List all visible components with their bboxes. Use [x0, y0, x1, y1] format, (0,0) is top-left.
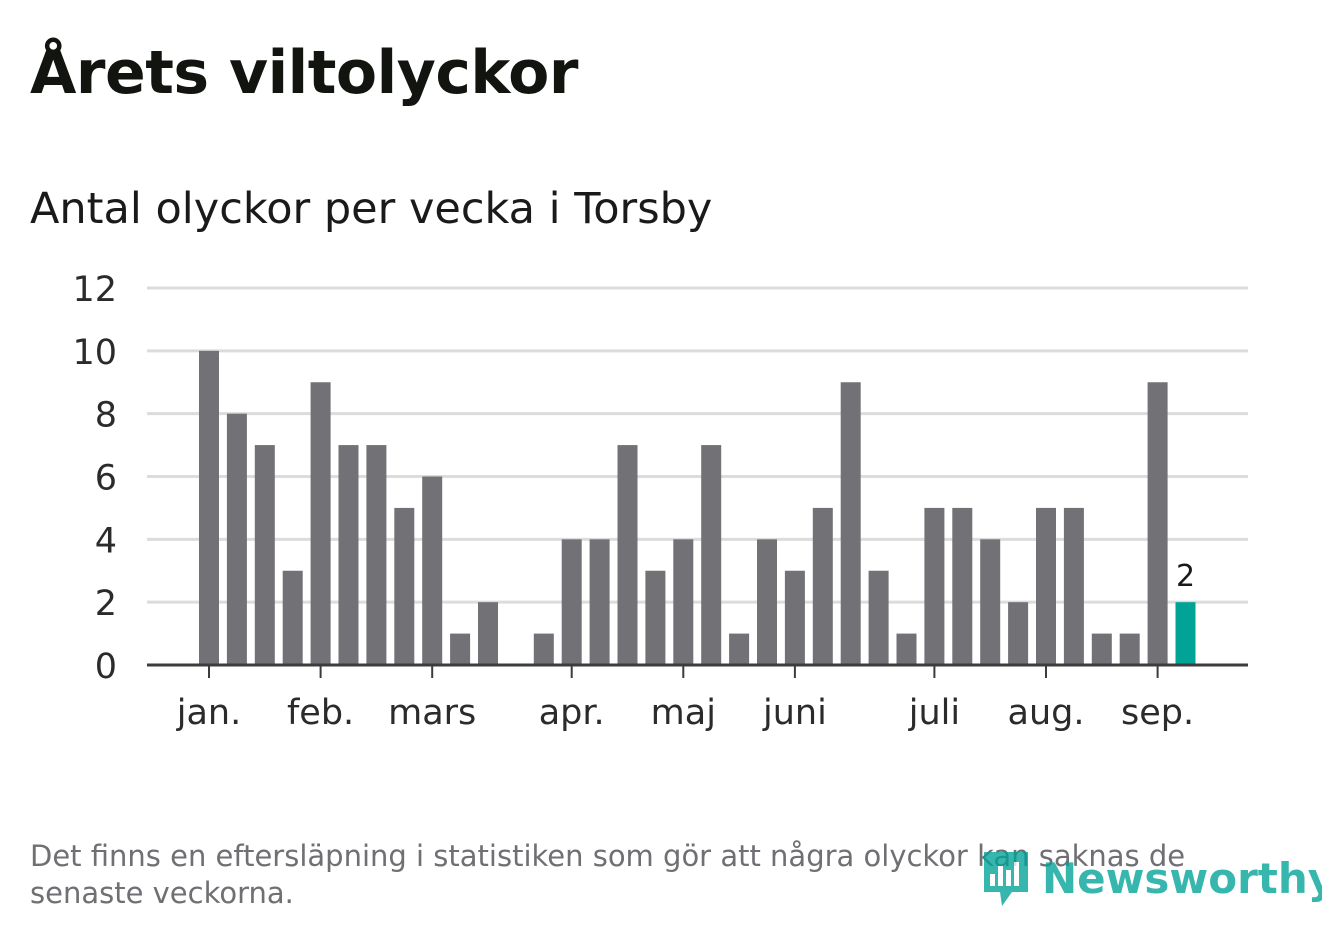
y-tick-label: 2	[95, 584, 117, 624]
bar-chart: 0 2 4 6 8 10 12 2 jan. feb. mars apr. maj juni juli aug…	[72, 270, 1248, 733]
bar	[924, 507, 945, 665]
bar	[338, 445, 359, 665]
bar	[868, 570, 889, 665]
x-tick-label: juni	[762, 693, 827, 733]
y-tick-label: 8	[95, 396, 117, 436]
bar	[450, 633, 471, 665]
bar	[1008, 602, 1029, 665]
x-tick-label: sep.	[1121, 693, 1194, 733]
bar	[673, 539, 694, 665]
x-tick-label: maj	[651, 693, 716, 733]
bar	[1091, 633, 1112, 665]
bar	[199, 350, 219, 665]
x-tick-label: juli	[908, 693, 960, 733]
y-tick-label: 12	[72, 270, 117, 310]
bar	[589, 539, 610, 665]
bar	[980, 539, 1001, 665]
bar	[729, 633, 750, 665]
x-tick-label: aug.	[1008, 693, 1085, 733]
bar	[812, 507, 833, 665]
bar	[840, 382, 861, 665]
bar	[366, 445, 387, 665]
bar	[952, 507, 973, 665]
bar	[617, 445, 638, 665]
bar	[282, 570, 303, 665]
bar	[784, 570, 805, 665]
x-tick-label: jan.	[176, 693, 241, 733]
y-tick-label: 10	[72, 333, 117, 373]
bar	[1119, 633, 1140, 665]
bar	[226, 413, 247, 665]
logo-text: Newsworthy	[1042, 853, 1322, 903]
bar	[394, 507, 415, 665]
bar	[1063, 507, 1084, 665]
x-tick-label: apr.	[539, 693, 605, 733]
bar	[896, 633, 917, 665]
newsworthy-logo-icon	[984, 852, 1028, 906]
y-tick-label: 4	[95, 521, 117, 561]
chart-title: Årets viltolyckor	[30, 38, 579, 108]
bar	[310, 382, 331, 665]
x-tick-label: feb.	[287, 693, 354, 733]
highlight-bar	[1175, 602, 1196, 665]
y-tick-label: 0	[95, 647, 117, 687]
bar	[1036, 507, 1056, 665]
bar	[1147, 382, 1168, 665]
y-tick-label: 6	[95, 459, 117, 499]
bar	[478, 602, 498, 665]
newsworthy-logo: Newsworthy	[980, 846, 1322, 910]
chart-subtitle: Antal olyckor per vecka i Torsby	[30, 184, 713, 234]
bar	[645, 570, 666, 665]
bar	[757, 539, 777, 665]
bar	[533, 633, 554, 665]
bar	[254, 445, 275, 665]
bar	[422, 476, 443, 665]
bar	[701, 445, 722, 665]
bar	[561, 539, 582, 665]
x-tick-label: mars	[388, 693, 476, 733]
data-label: 2	[1176, 559, 1195, 594]
